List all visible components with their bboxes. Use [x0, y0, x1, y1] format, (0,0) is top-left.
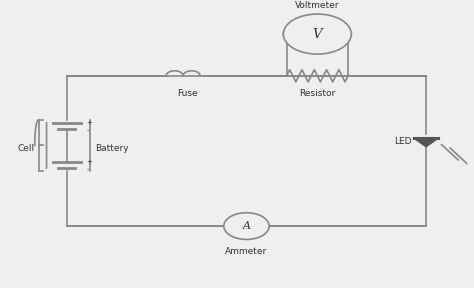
- Text: Fuse: Fuse: [177, 89, 198, 98]
- Text: +: +: [87, 120, 92, 126]
- Text: LED: LED: [394, 137, 412, 146]
- Text: -: -: [87, 166, 89, 172]
- Text: Voltmeter: Voltmeter: [295, 1, 339, 10]
- Text: Resistor: Resistor: [299, 89, 336, 98]
- Text: Cell: Cell: [18, 144, 35, 153]
- Text: Battery: Battery: [95, 144, 129, 153]
- Text: V: V: [312, 28, 322, 41]
- Polygon shape: [414, 139, 438, 147]
- Circle shape: [224, 213, 269, 239]
- Text: -: -: [87, 127, 89, 133]
- Text: A: A: [243, 221, 250, 231]
- Text: +: +: [87, 159, 92, 165]
- Circle shape: [283, 14, 351, 54]
- Text: Ammeter: Ammeter: [225, 247, 268, 256]
